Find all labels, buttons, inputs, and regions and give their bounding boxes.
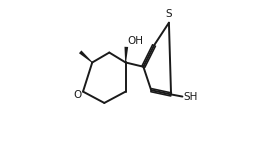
- Text: OH: OH: [128, 36, 143, 46]
- Polygon shape: [124, 47, 128, 62]
- Text: SH: SH: [183, 92, 198, 102]
- Polygon shape: [79, 50, 92, 63]
- Text: S: S: [165, 9, 172, 19]
- Text: O: O: [73, 90, 82, 100]
